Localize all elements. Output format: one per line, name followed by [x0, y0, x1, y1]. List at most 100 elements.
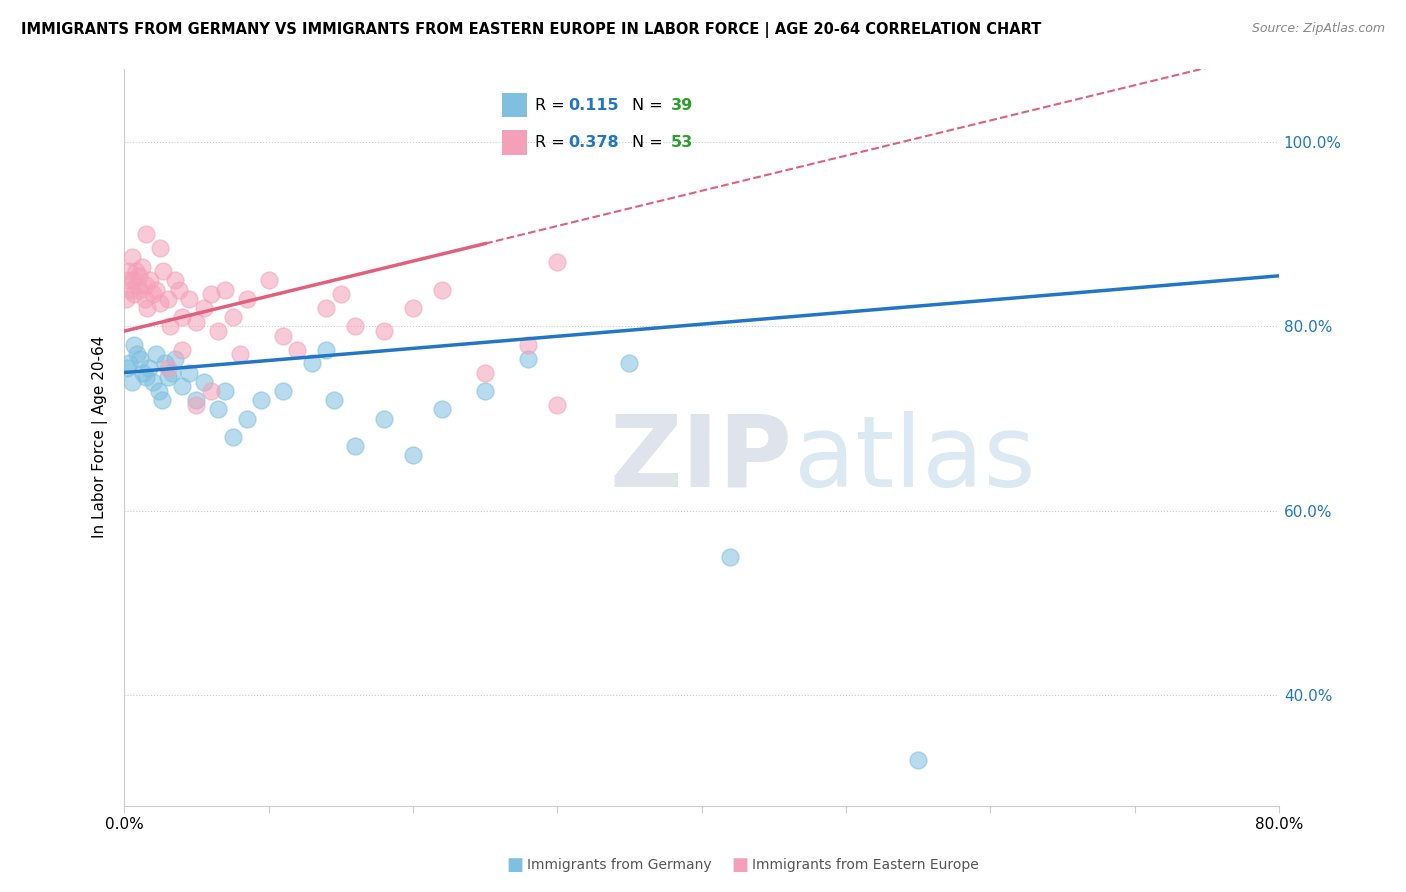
- Text: ■: ■: [731, 856, 748, 874]
- Point: [129, 283, 152, 297]
- Point: [474, 366, 496, 380]
- Point: [619, 356, 641, 370]
- Point: [138, 361, 160, 376]
- Point: [156, 370, 179, 384]
- Point: [186, 315, 208, 329]
- Point: [474, 384, 496, 398]
- Point: [546, 398, 568, 412]
- Point: [117, 356, 139, 370]
- Point: [193, 375, 215, 389]
- Point: [322, 393, 344, 408]
- Point: [125, 264, 148, 278]
- Point: [134, 292, 156, 306]
- Point: [907, 752, 929, 766]
- Point: [135, 370, 157, 384]
- Point: [179, 366, 201, 380]
- Point: [221, 430, 243, 444]
- Point: [193, 301, 215, 315]
- Point: [163, 273, 186, 287]
- Text: atlas: atlas: [794, 410, 1036, 508]
- Point: [315, 343, 337, 357]
- Y-axis label: In Labor Force | Age 20-64: In Labor Force | Age 20-64: [93, 336, 108, 538]
- Point: [207, 324, 229, 338]
- Point: [127, 278, 149, 293]
- Text: Immigrants from Eastern Europe: Immigrants from Eastern Europe: [752, 858, 979, 872]
- Point: [207, 402, 229, 417]
- Point: [430, 402, 453, 417]
- Point: [115, 273, 138, 287]
- Point: [250, 393, 273, 408]
- Point: [170, 379, 193, 393]
- Point: [221, 310, 243, 325]
- Point: [170, 310, 193, 325]
- Point: [344, 319, 367, 334]
- Point: [301, 356, 323, 370]
- Point: [121, 251, 143, 265]
- Point: [236, 292, 259, 306]
- Point: [163, 351, 186, 366]
- Point: [229, 347, 252, 361]
- Point: [287, 343, 309, 357]
- Point: [156, 361, 179, 376]
- Point: [122, 273, 145, 287]
- Point: [152, 264, 174, 278]
- Point: [159, 319, 181, 334]
- Point: [271, 384, 294, 398]
- Point: [373, 411, 395, 425]
- Point: [115, 361, 138, 376]
- Point: [720, 549, 742, 564]
- Point: [271, 328, 294, 343]
- Text: ■: ■: [506, 856, 523, 874]
- Point: [186, 393, 208, 408]
- Point: [114, 292, 136, 306]
- Point: [214, 283, 236, 297]
- Point: [200, 287, 222, 301]
- Point: [156, 292, 179, 306]
- Point: [139, 273, 162, 287]
- Point: [167, 283, 190, 297]
- Point: [214, 384, 236, 398]
- Point: [179, 292, 201, 306]
- Point: [236, 411, 259, 425]
- Point: [149, 296, 172, 310]
- Point: [124, 338, 146, 352]
- Point: [430, 283, 453, 297]
- Point: [148, 384, 170, 398]
- Point: [546, 255, 568, 269]
- Point: [145, 347, 167, 361]
- Point: [120, 283, 142, 297]
- Point: [257, 273, 280, 287]
- Text: ZIP: ZIP: [609, 410, 792, 508]
- Point: [153, 356, 176, 370]
- Point: [402, 301, 425, 315]
- Point: [131, 260, 153, 274]
- Point: [127, 347, 149, 361]
- Point: [344, 439, 367, 453]
- Point: [149, 241, 172, 255]
- Point: [373, 324, 395, 338]
- Point: [150, 393, 173, 408]
- Point: [135, 227, 157, 242]
- Point: [124, 287, 146, 301]
- Point: [160, 366, 183, 380]
- Point: [142, 375, 165, 389]
- Text: IMMIGRANTS FROM GERMANY VS IMMIGRANTS FROM EASTERN EUROPE IN LABOR FORCE | AGE 2: IMMIGRANTS FROM GERMANY VS IMMIGRANTS FR…: [21, 22, 1042, 38]
- Point: [117, 264, 139, 278]
- Point: [135, 278, 157, 293]
- Text: Immigrants from Germany: Immigrants from Germany: [527, 858, 711, 872]
- Point: [315, 301, 337, 315]
- Point: [129, 351, 152, 366]
- Point: [402, 449, 425, 463]
- Point: [329, 287, 352, 301]
- Point: [136, 301, 159, 315]
- Point: [517, 338, 540, 352]
- Point: [121, 375, 143, 389]
- Point: [142, 287, 165, 301]
- Point: [517, 351, 540, 366]
- Point: [145, 283, 167, 297]
- Point: [200, 384, 222, 398]
- Point: [128, 268, 150, 283]
- Text: Source: ZipAtlas.com: Source: ZipAtlas.com: [1251, 22, 1385, 36]
- Point: [186, 398, 208, 412]
- Point: [132, 366, 155, 380]
